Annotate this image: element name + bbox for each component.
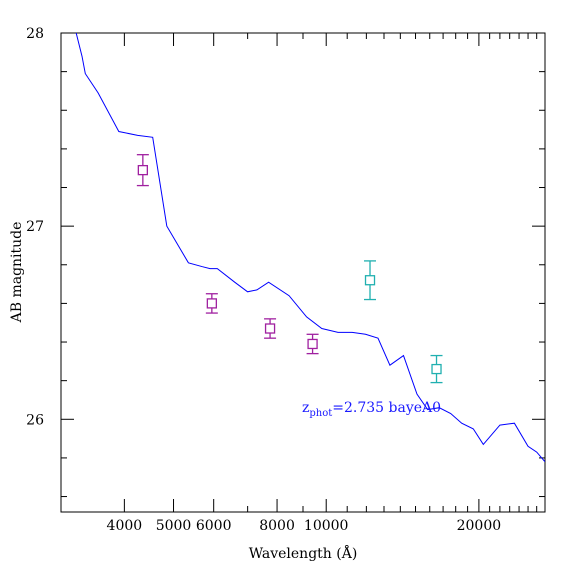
y-axis-title: AB magnitude	[9, 222, 25, 324]
sed-model-line	[75, 33, 545, 463]
annot-rest: =2.735 bayeA0	[332, 400, 441, 416]
annot-main: z	[302, 400, 309, 416]
x-tick-label: 8000	[259, 518, 295, 534]
annot-sub: phot	[309, 408, 332, 419]
data-marker-square	[364, 275, 376, 286]
photometry-point	[136, 154, 149, 187]
tick-labels: 4000 5000 6000 8000 10000 20000 26 27 28	[26, 26, 501, 534]
photometry-point	[264, 318, 277, 339]
x-tick-label: 6000	[196, 518, 232, 534]
y-tick-label: 28	[26, 26, 44, 42]
photometry-point	[430, 354, 443, 384]
data-marker-square	[137, 164, 148, 176]
series-group	[75, 33, 545, 463]
x-tick-label: 10000	[304, 518, 349, 534]
x-tick-label: 20000	[457, 518, 502, 534]
data-marker-square	[307, 338, 318, 350]
photometry-point	[205, 293, 218, 314]
x-tick-label: 4000	[107, 518, 143, 534]
photometry-point	[306, 333, 319, 355]
data-marker-square	[431, 363, 442, 375]
tick-marks	[60, 32, 546, 512]
plot-frame	[60, 32, 546, 513]
x-tick-label: 5000	[156, 518, 192, 534]
photo-z-annotation: zphot=2.735 bayeA0	[302, 400, 441, 419]
y-tick-label: 27	[26, 219, 44, 235]
data-marker-square	[264, 323, 276, 334]
photometry-point	[364, 260, 377, 301]
y-tick-label: 26	[26, 412, 44, 428]
data-marker-square	[206, 298, 217, 309]
x-axis-title: Wavelength (Å)	[249, 544, 358, 562]
